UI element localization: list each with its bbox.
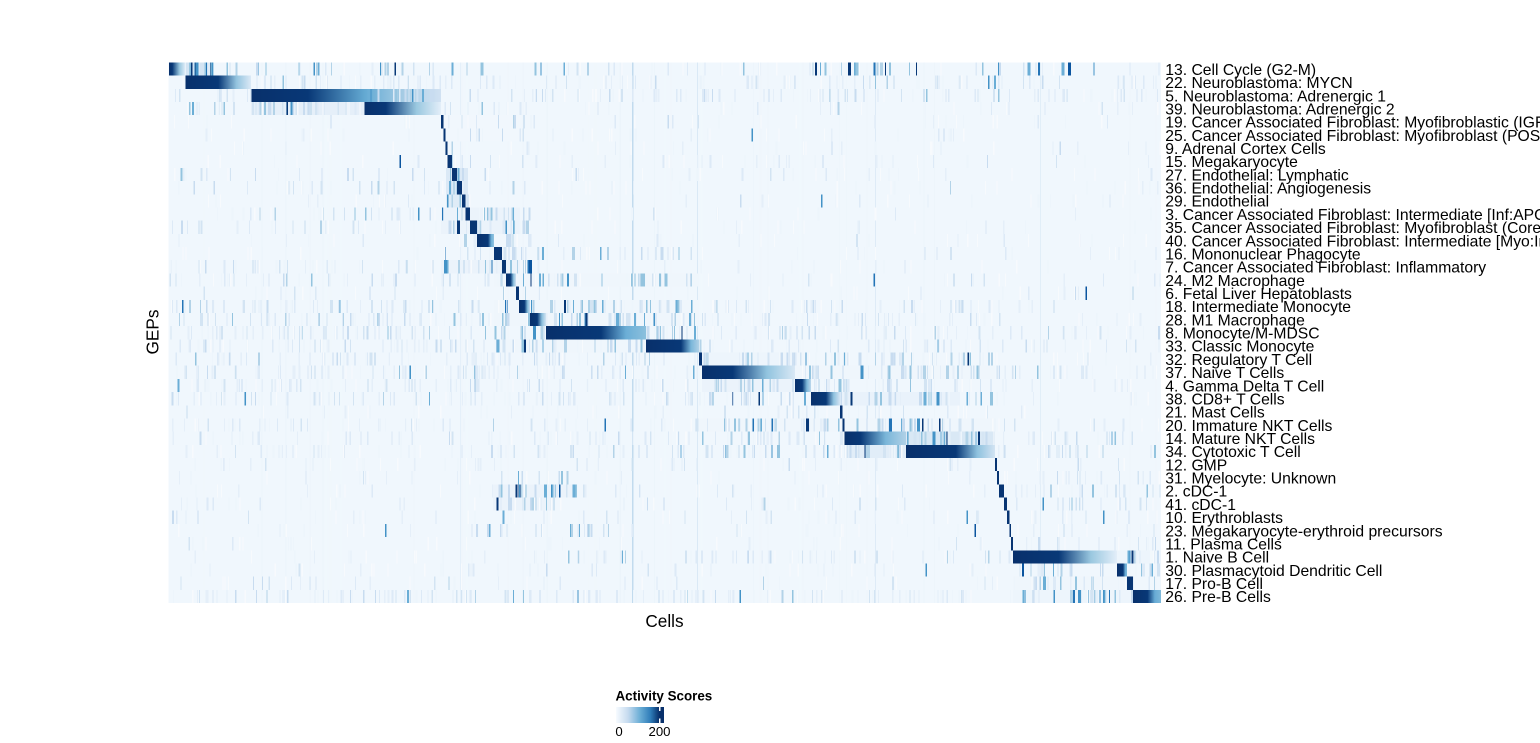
svg-text:31. Myelocyte: Unknown: 31. Myelocyte: Unknown: [1165, 471, 1336, 488]
svg-text:34. Cytotoxic T Cell: 34. Cytotoxic T Cell: [1165, 444, 1300, 461]
svg-text:32. Regulatory T Cell: 32. Regulatory T Cell: [1165, 352, 1312, 369]
svg-text:6. Fetal Liver Hepatoblasts: 6. Fetal Liver Hepatoblasts: [1165, 286, 1352, 303]
svg-text:Cells: Cells: [645, 611, 683, 631]
svg-text:21. Mast Cells: 21. Mast Cells: [1165, 405, 1265, 422]
svg-text:30. Plasmacytoid Dendritic Cel: 30. Plasmacytoid Dendritic Cell: [1165, 563, 1382, 580]
svg-text:41. cDC-1: 41. cDC-1: [1165, 497, 1236, 514]
svg-text:37. Naive T Cells: 37. Naive T Cells: [1165, 365, 1284, 382]
svg-text:8. Monocyte/M-MDSC: 8. Monocyte/M-MDSC: [1165, 326, 1319, 343]
svg-text:1. Naive B Cell: 1. Naive B Cell: [1165, 550, 1269, 567]
svg-text:9. Adrenal Cortex Cells: 9. Adrenal Cortex Cells: [1165, 141, 1326, 158]
svg-text:29. Endothelial: 29. Endothelial: [1165, 194, 1269, 211]
svg-text:39. Neuroblastoma: Adrenergic: 39. Neuroblastoma: Adrenergic 2: [1165, 101, 1394, 118]
svg-text:35. Cancer Associated Fibrobla: 35. Cancer Associated Fibroblast: Myofib…: [1165, 220, 1540, 237]
svg-text:19. Cancer Associated Fibrobla: 19. Cancer Associated Fibroblast: Myofib…: [1165, 115, 1540, 132]
svg-text:GEPs: GEPs: [142, 310, 162, 355]
svg-text:0: 0: [615, 724, 622, 739]
svg-text:22. Neuroblastoma: MYCN: 22. Neuroblastoma: MYCN: [1165, 75, 1352, 92]
svg-text:33. Classic Monocyte: 33. Classic Monocyte: [1165, 339, 1314, 356]
svg-text:26. Pre-B Cells: 26. Pre-B Cells: [1165, 589, 1271, 606]
svg-text:38. CD8+ T Cells: 38. CD8+ T Cells: [1165, 392, 1284, 409]
svg-text:36. Endothelial: Angiogenesis: 36. Endothelial: Angiogenesis: [1165, 181, 1371, 198]
svg-text:3. Cancer Associated Fibroblas: 3. Cancer Associated Fibroblast: Interme…: [1165, 207, 1540, 224]
svg-text:5. Neuroblastoma: Adrenergic 1: 5. Neuroblastoma: Adrenergic 1: [1165, 88, 1386, 105]
svg-text:18. Intermediate Monocyte: 18. Intermediate Monocyte: [1165, 299, 1351, 316]
svg-text:27. Endothelial: Lymphatic: 27. Endothelial: Lymphatic: [1165, 167, 1349, 184]
svg-text:Activity Scores: Activity Scores: [616, 689, 713, 704]
svg-text:25. Cancer Associated Fibrobla: 25. Cancer Associated Fibroblast: Myofib…: [1165, 128, 1540, 145]
svg-text:10. Erythroblasts: 10. Erythroblasts: [1165, 510, 1283, 527]
svg-text:15. Megakaryocyte: 15. Megakaryocyte: [1165, 154, 1298, 171]
svg-text:40. Cancer Associated Fibrobla: 40. Cancer Associated Fibroblast: Interm…: [1165, 233, 1540, 250]
svg-text:24. M2 Macrophage: 24. M2 Macrophage: [1165, 273, 1305, 290]
svg-text:13. Cell Cycle (G2-M): 13. Cell Cycle (G2-M): [1165, 62, 1316, 79]
svg-text:2. cDC-1: 2. cDC-1: [1165, 484, 1227, 501]
svg-text:11. Plasma Cells: 11. Plasma Cells: [1165, 537, 1282, 554]
svg-text:23. Megakaryocyte-erythroid pr: 23. Megakaryocyte-erythroid precursors: [1165, 523, 1442, 540]
svg-text:7. Cancer Associated Fibroblas: 7. Cancer Associated Fibroblast: Inflamm…: [1165, 260, 1486, 277]
svg-text:200: 200: [648, 724, 670, 739]
svg-text:20. Immature NKT Cells: 20. Immature NKT Cells: [1165, 418, 1332, 435]
svg-text:28. M1 Macrophage: 28. M1 Macrophage: [1165, 312, 1305, 329]
svg-text:4. Gamma Delta T Cell: 4. Gamma Delta T Cell: [1165, 378, 1324, 395]
svg-text:16. Mononuclear Phagocyte: 16. Mononuclear Phagocyte: [1165, 247, 1361, 264]
svg-text:14. Mature NKT Cells: 14. Mature NKT Cells: [1165, 431, 1315, 448]
svg-text:12. GMP: 12. GMP: [1165, 457, 1227, 474]
svg-text:17. Pro-B Cell: 17. Pro-B Cell: [1165, 576, 1263, 593]
